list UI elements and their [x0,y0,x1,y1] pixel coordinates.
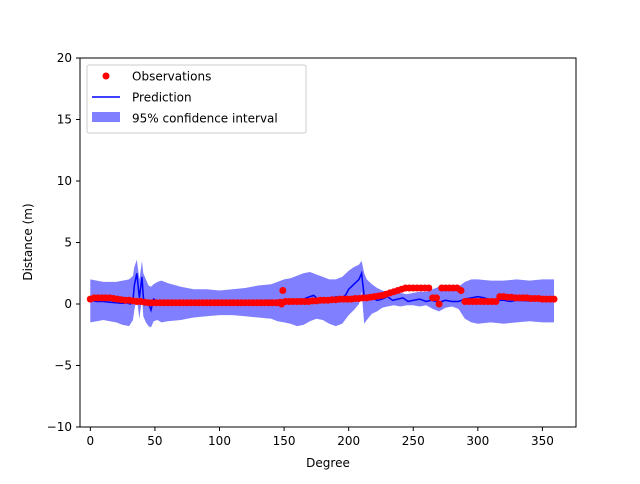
legend-box [86,64,307,134]
y-tick-label: 15 [57,113,72,127]
observation-point [279,287,287,294]
x-tick-label: 0 [87,434,95,448]
x-tick-label: 300 [466,434,489,448]
legend-confidence-swatch [92,112,120,122]
y-tick-label: 5 [64,236,72,250]
legend-observations-marker [102,72,110,80]
observation-point [433,294,440,302]
observation-point [425,284,433,292]
legend-confidence-label: 95% confidence interval [132,112,278,126]
legend-prediction-label: Prediction [132,91,192,105]
y-tick-label: −10 [47,420,72,434]
observation-point [492,298,500,305]
legend-observations-label: Observations [132,70,211,84]
x-axis-ticks: 0 50 100 150 200 250 300 350 [87,427,554,448]
y-axis-label: Distance (m) [21,203,35,280]
y-tick-label: 0 [64,297,72,311]
confidence-band-layer [90,259,555,328]
observation-point [435,300,443,308]
y-tick-label: −5 [54,359,72,373]
x-tick-label: 50 [147,434,162,448]
y-tick-label: 10 [57,174,72,188]
observations-layer [86,284,558,308]
x-tick-label: 100 [208,434,231,448]
observation-point [457,287,465,294]
x-tick-label: 200 [337,434,360,448]
confidence-band [90,259,555,328]
x-tick-label: 350 [531,434,554,448]
y-tick-label: 20 [57,51,72,65]
x-tick-label: 150 [273,434,296,448]
x-axis-label: Degree [306,456,350,470]
legend: Observations Prediction 95% confidence i… [86,64,307,134]
observation-point [550,295,558,303]
x-tick-label: 250 [402,434,425,448]
y-axis-ticks: −10 −5 0 5 10 15 20 [47,51,80,434]
